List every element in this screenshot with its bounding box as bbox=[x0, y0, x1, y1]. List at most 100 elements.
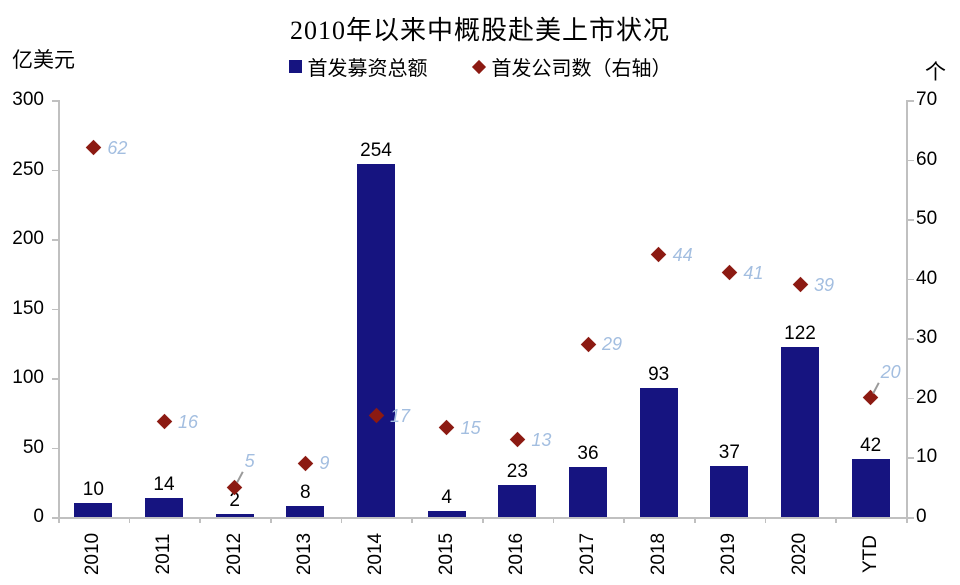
left-axis-tick bbox=[52, 239, 58, 241]
bar bbox=[215, 514, 254, 517]
diamond-label-leader-line bbox=[235, 471, 243, 483]
x-axis-tick bbox=[835, 517, 837, 523]
diamond-value-label: 39 bbox=[814, 274, 835, 295]
bar bbox=[851, 458, 890, 517]
bar-value-label: 23 bbox=[506, 461, 528, 483]
x-axis-tick bbox=[128, 517, 131, 523]
right-axis-tick-label: 10 bbox=[916, 446, 938, 468]
diamond-value-label: 5 bbox=[244, 451, 255, 472]
left-axis-line bbox=[58, 100, 60, 517]
diamond-marker bbox=[156, 413, 172, 430]
left-axis-tick-label: 150 bbox=[12, 297, 44, 319]
bar-value-label: 122 bbox=[784, 323, 816, 345]
right-axis-tick-label: 50 bbox=[916, 208, 938, 230]
bar bbox=[639, 387, 678, 517]
x-axis-tick bbox=[552, 517, 555, 523]
x-axis-tick bbox=[906, 517, 908, 523]
legend-item-companies: 首发公司数（右轴） bbox=[471, 52, 672, 81]
bar-value-label: 8 bbox=[300, 481, 311, 503]
right-axis-tick-label: 40 bbox=[916, 267, 938, 289]
left-axis-tick-label: 200 bbox=[12, 228, 44, 249]
bar bbox=[427, 511, 466, 517]
left-axis-tick bbox=[52, 308, 58, 310]
legend-label-funding: 首发募资总额 bbox=[307, 58, 428, 80]
right-axis-tick bbox=[907, 159, 914, 162]
right-axis-tick bbox=[907, 219, 914, 221]
diamond-label-leader-line bbox=[871, 382, 879, 394]
diamond-marker bbox=[509, 431, 526, 448]
right-axis-tick-label: 0 bbox=[916, 506, 927, 527]
bar bbox=[498, 485, 537, 517]
left-axis-tick bbox=[52, 100, 58, 102]
right-axis-tick bbox=[907, 338, 914, 340]
x-axis-tick bbox=[694, 517, 696, 523]
bar-value-label: 10 bbox=[82, 479, 104, 501]
left-axis-tick bbox=[52, 169, 58, 171]
right-axis-tick-label: 20 bbox=[916, 386, 938, 408]
left-axis-unit-label: 亿美元 bbox=[12, 48, 75, 72]
bar-value-label: 42 bbox=[860, 434, 882, 456]
right-axis-tick-label: 60 bbox=[916, 148, 938, 170]
legend-label-companies: 首发公司数（右轴） bbox=[491, 58, 672, 80]
legend: 首发募资总额 首发公司数（右轴） bbox=[0, 52, 960, 81]
bar-value-label: 2 bbox=[229, 490, 240, 512]
chart-title: 2010年以来中概股赴美上市状况 bbox=[289, 16, 670, 45]
bar bbox=[286, 505, 325, 517]
right-axis-tick-label: 70 bbox=[916, 89, 938, 110]
right-axis-line bbox=[906, 100, 908, 517]
diamond-value-label: 62 bbox=[107, 137, 128, 158]
right-axis-unit-label: 个 bbox=[925, 60, 946, 84]
diamond-marker bbox=[580, 336, 596, 353]
right-axis-tick bbox=[907, 278, 914, 281]
left-axis-tick bbox=[52, 447, 58, 449]
bar bbox=[710, 465, 749, 517]
bar-value-label: 37 bbox=[718, 441, 740, 463]
bar-value-label: 254 bbox=[360, 139, 392, 161]
x-axis-tick bbox=[270, 517, 272, 523]
right-axis-tick bbox=[907, 517, 914, 519]
left-axis-tick-label: 300 bbox=[12, 89, 44, 110]
bar-value-label: 14 bbox=[153, 473, 175, 495]
diamond-marker bbox=[85, 139, 102, 156]
bar bbox=[145, 497, 183, 517]
x-axis-tick bbox=[623, 517, 625, 523]
x-axis-tick bbox=[411, 517, 413, 523]
left-axis-tick-label: 0 bbox=[33, 506, 44, 527]
diamond-value-label: 29 bbox=[602, 334, 623, 355]
x-axis-tick bbox=[340, 517, 343, 523]
diamond-series-swatch-icon bbox=[471, 59, 486, 74]
diamond-marker bbox=[438, 419, 455, 436]
diamond-marker bbox=[650, 247, 667, 263]
diamond-value-label: 9 bbox=[319, 453, 330, 474]
bar-value-label: 4 bbox=[441, 487, 452, 509]
legend-item-funding: 首发募资总额 bbox=[288, 52, 428, 81]
right-axis-tick bbox=[907, 100, 914, 102]
diamond-value-label: 15 bbox=[460, 417, 481, 438]
left-axis-tick-label: 50 bbox=[22, 436, 44, 458]
right-axis-tick bbox=[907, 457, 914, 459]
x-axis-tick bbox=[58, 517, 60, 523]
bar bbox=[781, 347, 819, 517]
x-axis-tick bbox=[199, 517, 201, 523]
left-axis-tick bbox=[52, 378, 58, 380]
diamond-marker bbox=[862, 390, 879, 406]
bar-value-label: 93 bbox=[648, 363, 670, 385]
diamond-marker bbox=[297, 455, 314, 472]
right-axis-tick-label: 30 bbox=[916, 327, 938, 349]
diamond-value-label: 44 bbox=[672, 244, 693, 265]
diamond-value-label: 41 bbox=[743, 262, 764, 283]
left-axis-tick-label: 100 bbox=[12, 367, 44, 388]
bar bbox=[357, 163, 395, 517]
diamond-value-label: 13 bbox=[531, 429, 552, 450]
diamond-value-label: 17 bbox=[390, 405, 411, 426]
left-axis-tick-label: 250 bbox=[12, 158, 44, 180]
bar bbox=[569, 466, 607, 517]
diamond-value-label: 16 bbox=[178, 411, 199, 432]
x-axis-tick bbox=[764, 517, 767, 523]
bar bbox=[74, 503, 113, 517]
diamond-value-label: 20 bbox=[880, 361, 901, 382]
x-axis-tick bbox=[482, 517, 484, 523]
bar-value-label: 36 bbox=[577, 442, 599, 464]
right-axis-tick bbox=[907, 397, 914, 400]
